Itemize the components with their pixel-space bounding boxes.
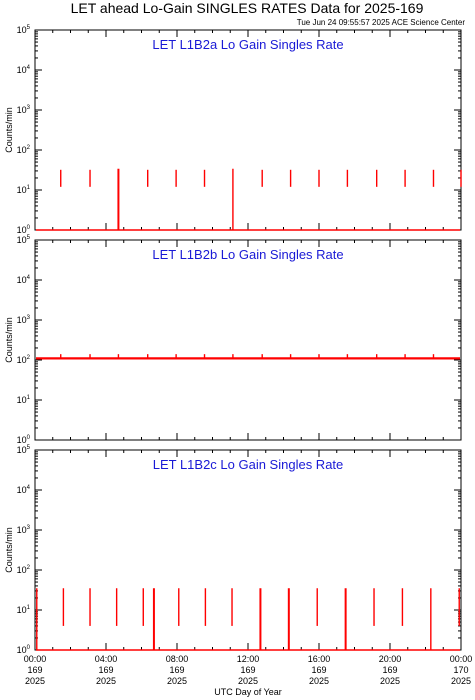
x-tick-text: 169	[311, 665, 326, 675]
y-tick-label: 100	[17, 435, 31, 445]
y-tick-label: 100	[17, 225, 31, 235]
x-tick-text: 2025	[25, 676, 45, 686]
x-tick-text: 20:00	[379, 654, 402, 664]
timestamp: Tue Jun 24 09:55:57 2025 ACE Science Cen…	[297, 18, 466, 27]
x-tick-text: 2025	[451, 676, 471, 686]
y-tick-label: 101	[17, 395, 31, 405]
y-tick-label: 105	[17, 25, 31, 35]
plot-frame	[34, 449, 462, 651]
y-tick-label: 104	[17, 275, 31, 285]
x-tick-text: 04:00	[95, 654, 118, 664]
y-axis-label: Counts/min	[4, 527, 14, 573]
y-tick-label: 101	[17, 185, 31, 195]
y-tick-label: 105	[17, 445, 31, 455]
panel-1: 100 101 102 103 104 105 Counts/min LET L1B2a Lo…	[4, 25, 462, 235]
y-tick-label: 101	[17, 605, 31, 615]
figure-title: LET ahead Lo-Gain SINGLES RATES Data for…	[71, 0, 424, 16]
x-tick-text: 2025	[96, 676, 116, 686]
y-tick-label: 102	[17, 145, 31, 155]
x-tick-text: 169	[27, 665, 42, 675]
y-tick-label: 102	[17, 355, 31, 365]
panel-title: LET L1B2c Lo Gain Singles Rate	[153, 457, 344, 472]
x-tick-text: 169	[382, 665, 397, 675]
plot-frame	[34, 29, 462, 231]
panel-title: LET L1B2a Lo Gain Singles Rate	[152, 37, 343, 52]
x-tick-text: 2025	[380, 676, 400, 686]
plot-frame	[34, 239, 462, 441]
x-tick-text: 00:00	[450, 654, 473, 664]
x-tick-text: 2025	[238, 676, 258, 686]
x-tick-text: 169	[98, 665, 113, 675]
panels: 100 101 102 103 104 105 Counts/min LET L1B2a Lo…	[4, 25, 462, 655]
y-tick-label: 102	[17, 565, 31, 575]
x-tick-text: 2025	[167, 676, 187, 686]
y-tick-label: 103	[17, 525, 31, 535]
x-tick-labels: 00:00169202504:00169202508:00169202512:0…	[24, 654, 473, 686]
x-tick-text: 16:00	[308, 654, 331, 664]
x-tick-text: 08:00	[166, 654, 189, 664]
panel-2: 100 101 102 103 104 105 Counts/min LET L1B2b Lo…	[4, 235, 462, 445]
x-tick-text: 2025	[309, 676, 329, 686]
y-tick-label: 103	[17, 105, 31, 115]
panel-title: LET L1B2b Lo Gain Singles Rate	[152, 247, 343, 262]
y-tick-label: 100	[17, 645, 31, 655]
x-tick-text: 169	[169, 665, 184, 675]
y-tick-label: 103	[17, 315, 31, 325]
x-tick-text: 169	[240, 665, 255, 675]
x-tick-text: 12:00	[237, 654, 260, 664]
x-tick-text: 00:00	[24, 654, 47, 664]
y-axis-label: Counts/min	[4, 107, 14, 153]
panel-3: 100 101 102 103 104 105 Counts/min LET L1B2c Lo…	[4, 445, 462, 655]
y-tick-label: 104	[17, 65, 31, 75]
x-tick-text: 170	[453, 665, 468, 675]
x-axis-label: UTC Day of Year	[214, 687, 282, 697]
y-tick-label: 105	[17, 235, 31, 245]
y-tick-label: 104	[17, 485, 31, 495]
y-axis-label: Counts/min	[4, 317, 14, 363]
